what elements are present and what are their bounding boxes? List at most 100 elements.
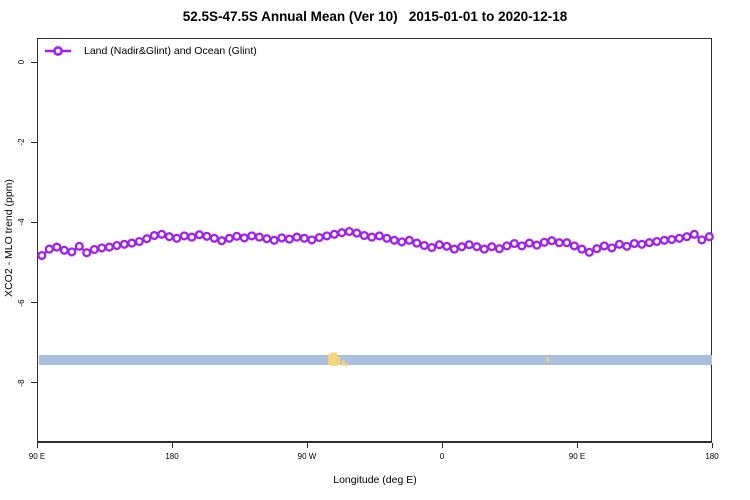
land-patch (341, 360, 345, 366)
x-tick (711, 443, 713, 448)
y-tick-label: -8 (17, 379, 26, 387)
series-marker (427, 242, 437, 253)
chart-title: 52.5S-47.5S Annual Mean (Ver 10) 2015-01… (182, 9, 568, 24)
series-marker (487, 242, 497, 252)
land-patch (328, 353, 331, 366)
series-marker (89, 244, 99, 255)
series-marker (112, 240, 122, 251)
series-marker (187, 232, 197, 242)
x-tick-label: 90 W (297, 452, 317, 461)
series-marker (532, 240, 542, 250)
series-marker (397, 237, 407, 247)
series-marker (494, 244, 504, 254)
series-marker (554, 238, 564, 248)
series-marker (254, 232, 264, 242)
series-marker (202, 231, 212, 241)
series-marker (464, 240, 474, 250)
series-marker (299, 233, 309, 243)
x-tick-label: 0 (439, 452, 445, 461)
y-tick (31, 221, 37, 223)
legend: Land (Nadir&Glint) and Ocean (Glint) (44, 45, 257, 57)
ocean-band (39, 354, 712, 366)
series-marker (592, 244, 602, 254)
series-marker (562, 238, 572, 248)
series-marker (209, 233, 219, 243)
series-marker (502, 241, 512, 251)
series-marker (344, 226, 354, 237)
series-marker (434, 240, 444, 250)
x-tick-label: 90 E (568, 452, 586, 461)
land-patch (546, 357, 549, 362)
series-marker (119, 239, 129, 249)
legend-label: Land (Nadir&Glint) and Ocean (Glint) (84, 45, 257, 57)
series-marker (367, 232, 377, 242)
series-marker (442, 241, 452, 251)
x-tick-label: 180 (165, 452, 179, 461)
series-marker (629, 238, 639, 249)
series-marker (307, 235, 317, 245)
series-marker (674, 233, 684, 243)
y-tick (31, 302, 37, 304)
series-marker (82, 248, 92, 258)
series-marker (517, 241, 527, 251)
series-marker (472, 242, 482, 252)
series-marker (172, 233, 182, 243)
legend-open-circle-marker-icon (45, 46, 71, 56)
x-tick (576, 443, 578, 448)
series-marker (382, 233, 392, 243)
series-marker (682, 232, 692, 242)
y-tick-label: -6 (17, 299, 26, 307)
series-marker (149, 230, 159, 241)
series-marker (622, 241, 632, 251)
series-marker (104, 242, 114, 252)
series-marker (599, 241, 609, 251)
series-marker (134, 236, 144, 247)
series-marker (667, 234, 677, 245)
series-marker (292, 232, 302, 242)
series-marker (412, 238, 422, 248)
series-marker (509, 238, 519, 249)
series-marker (329, 229, 339, 239)
series-marker (404, 235, 414, 245)
series-marker (142, 234, 152, 244)
series-marker (479, 244, 489, 254)
x-tick-label: 180 (705, 452, 719, 461)
y-tick (31, 61, 37, 63)
series-marker (337, 228, 347, 238)
land-patch (345, 363, 348, 367)
series-marker (52, 242, 62, 252)
series-marker (239, 233, 249, 243)
series-marker (584, 247, 594, 257)
y-tick (31, 382, 37, 384)
series-marker (194, 230, 204, 240)
series-marker (179, 231, 189, 241)
series-marker (224, 233, 234, 243)
land-patch (337, 356, 341, 366)
series-marker (569, 241, 579, 251)
series-marker (644, 238, 654, 248)
series-marker (607, 243, 617, 253)
series-marker (704, 232, 714, 242)
series-marker (164, 232, 174, 242)
series-marker (547, 236, 557, 246)
series-marker (37, 250, 47, 261)
series-marker (389, 235, 399, 245)
series-marker (59, 245, 69, 255)
series-marker (359, 230, 369, 241)
plot-canvas (37, 226, 714, 367)
plot-area (37, 38, 714, 443)
series-marker (652, 236, 662, 247)
series-marker (659, 235, 669, 245)
series-marker (524, 238, 534, 248)
series-marker (539, 237, 549, 247)
series-marker (374, 231, 384, 241)
y-tick (31, 141, 37, 143)
series-marker (74, 241, 84, 251)
series-marker (322, 231, 332, 241)
series-marker (577, 244, 587, 254)
series-marker (97, 243, 107, 253)
series-marker (637, 239, 647, 249)
series-marker (127, 238, 137, 248)
series-marker (614, 239, 624, 249)
